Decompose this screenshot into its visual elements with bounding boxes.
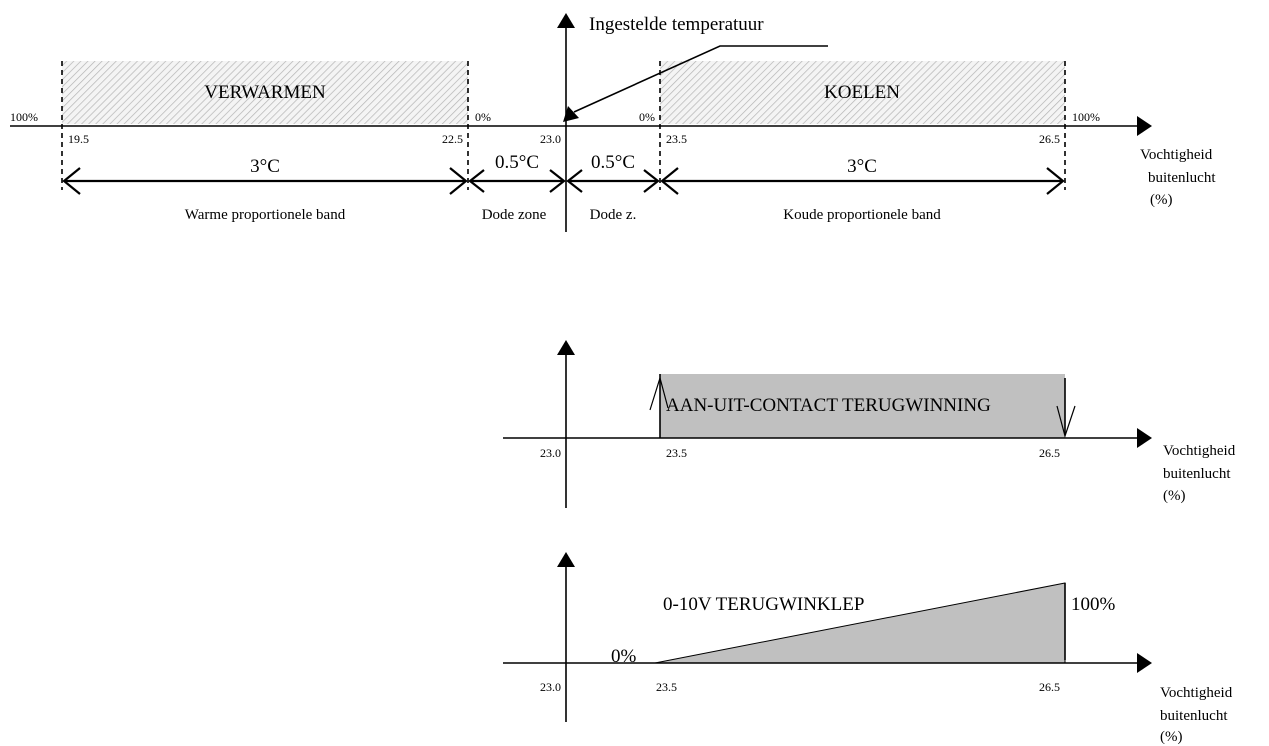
bottom-axis-title-1: Vochtigheid — [1160, 685, 1233, 701]
bottom-tick-26-5: 26.5 — [1039, 680, 1060, 694]
top-x-axis-arrowhead — [1137, 116, 1152, 136]
bottom-axis-title-3: (%) — [1160, 729, 1183, 745]
onoff-title: AAN-UIT-CONTACT TERUGWINNING — [666, 395, 991, 416]
middle-y-axis-arrowhead — [557, 340, 575, 355]
arrow-cooling-band — [660, 167, 1065, 195]
middle-diagram: AAN-UIT-CONTACT TERUGWINNING 23.0 23.5 2… — [503, 340, 1236, 508]
band-dead-right: Dode z. — [590, 207, 637, 223]
middle-tick-23-0: 23.0 — [540, 446, 561, 460]
arrow-dead-zone-right — [566, 169, 660, 193]
span-dead-right: 0.5°C — [591, 152, 635, 173]
tick-23-5: 23.5 — [666, 132, 687, 146]
setpoint-label: Ingestelde temperatuur — [589, 14, 764, 35]
setpoint-pointer-line — [573, 45, 828, 113]
onoff-active-region — [660, 374, 1065, 438]
heating-zone — [62, 61, 468, 124]
middle-axis-title-3: (%) — [1163, 488, 1186, 504]
valve-min-label: 0% — [611, 646, 637, 667]
valve-title: 0-10V TERUGWINKLEP — [663, 594, 864, 615]
middle-tick-26-5: 26.5 — [1039, 446, 1060, 460]
bottom-tick-23-0: 23.0 — [540, 680, 561, 694]
middle-axis-title-1: Vochtigheid — [1163, 443, 1236, 459]
setpoint-pointer-head — [563, 106, 579, 122]
bottom-y-axis-arrowhead — [557, 552, 575, 567]
top-axis-title-3: (%) — [1150, 192, 1173, 208]
switch-on-arrow — [649, 375, 669, 411]
middle-axis-title-2: buitenlucht — [1163, 466, 1231, 482]
pct-right: 100% — [1072, 110, 1100, 124]
top-axis-title-1: Vochtigheid — [1140, 147, 1213, 163]
bottom-x-axis-arrowhead — [1137, 653, 1152, 673]
bottom-axis-title-2: buitenlucht — [1160, 708, 1228, 724]
valve-max-label: 100% — [1071, 594, 1116, 615]
span-cooling: 3°C — [847, 156, 877, 177]
top-axis-title-2: buitenlucht — [1148, 170, 1216, 186]
top-y-axis-arrowhead — [557, 13, 575, 28]
arrow-dead-zone-left — [468, 169, 566, 193]
span-dead-left: 0.5°C — [495, 152, 539, 173]
heating-label: VERWARMEN — [204, 82, 326, 103]
pct-left: 100% — [10, 110, 38, 124]
middle-x-axis-arrowhead — [1137, 428, 1152, 448]
middle-tick-23-5: 23.5 — [666, 446, 687, 460]
tick-23-0: 23.0 — [540, 132, 561, 146]
band-dead-left: Dode zone — [482, 207, 547, 223]
span-heating: 3°C — [250, 156, 280, 177]
bottom-tick-23-5: 23.5 — [656, 680, 677, 694]
band-cold: Koude proportionele band — [783, 207, 941, 223]
pct-cool-start: 0% — [639, 110, 655, 124]
tick-19-5: 19.5 — [68, 132, 89, 146]
bottom-diagram: 0-10V TERUGWINKLEP 0% 100% 23.0 23.5 26.… — [503, 552, 1233, 745]
cooling-label: KOELEN — [824, 82, 900, 103]
tick-26-5: 26.5 — [1039, 132, 1060, 146]
cooling-zone — [660, 61, 1065, 124]
arrow-heating-band — [62, 167, 468, 195]
band-warm: Warme proportionele band — [185, 207, 346, 223]
pct-heat-end: 0% — [475, 110, 491, 124]
top-diagram: Ingestelde temperatuur VERWARMEN KOELEN … — [10, 13, 1216, 232]
switch-off-arrow — [1056, 405, 1076, 439]
tick-22-5: 22.5 — [442, 132, 463, 146]
